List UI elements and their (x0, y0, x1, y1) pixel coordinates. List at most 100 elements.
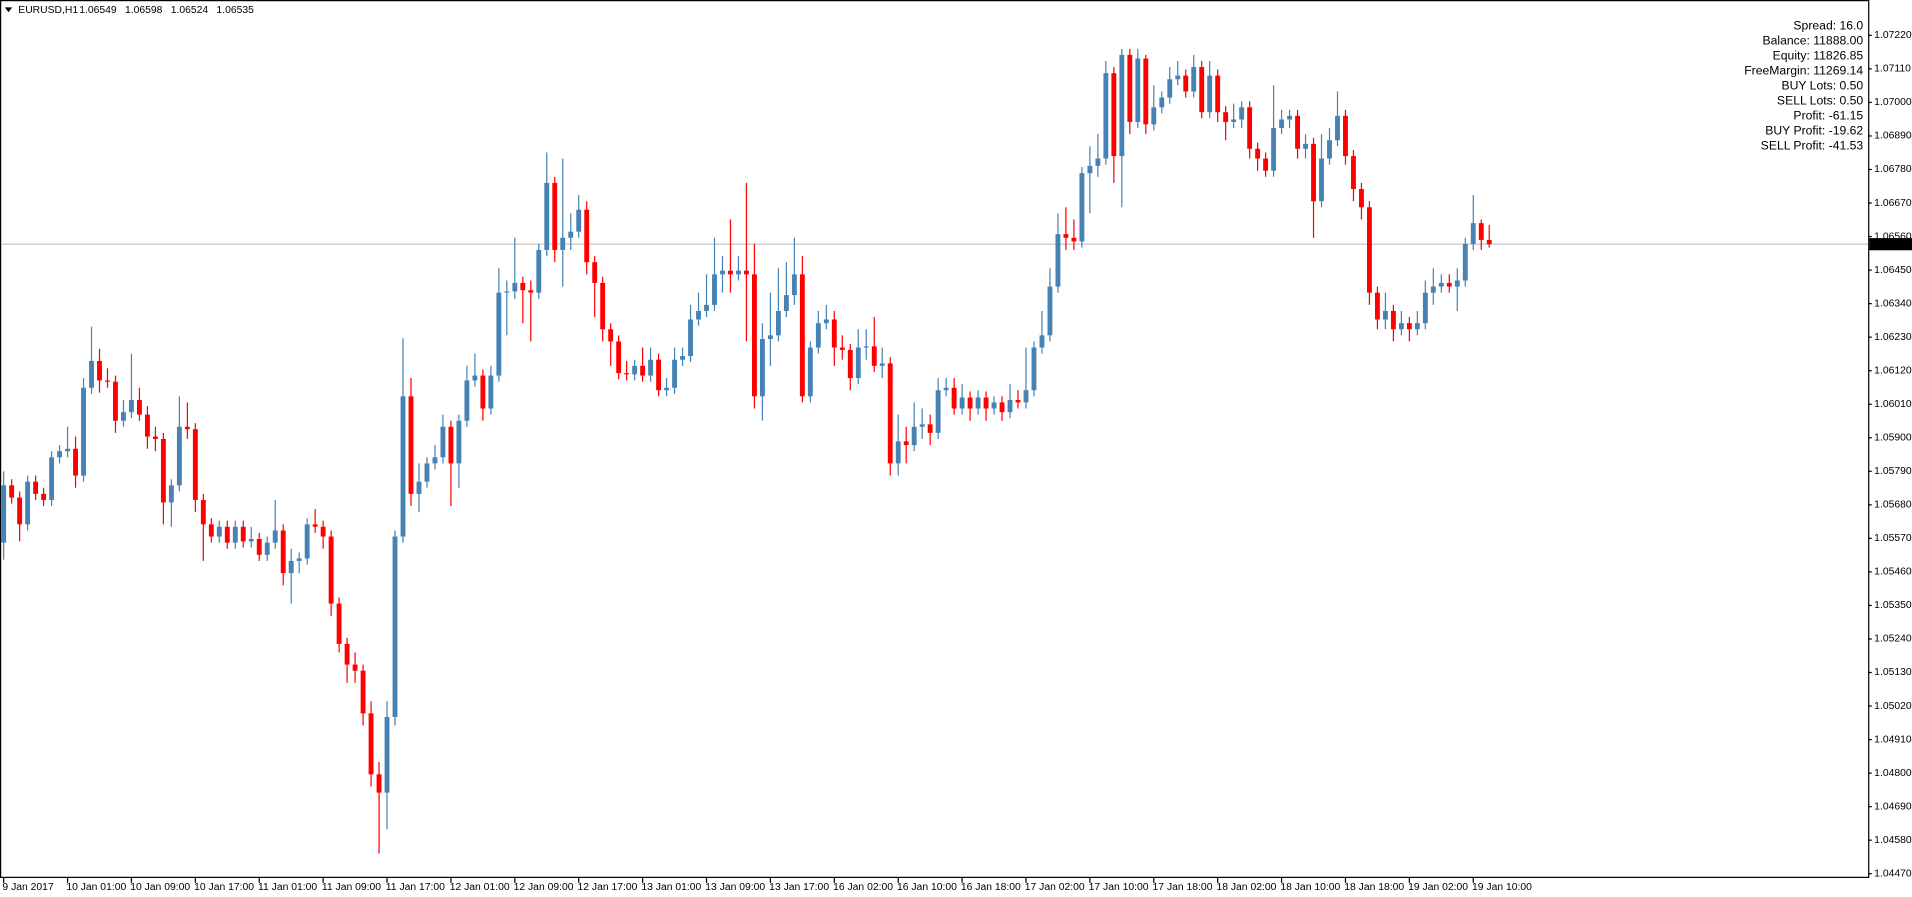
y-tick-label: 1.06230 (1874, 332, 1912, 343)
candle-body (680, 356, 685, 360)
candle-body (823, 319, 829, 324)
candle-body (208, 524, 214, 537)
candle-body (1422, 292, 1428, 324)
x-tick-label: 13 Jan 01:00 (641, 882, 701, 893)
x-tick-label: 12 Jan 09:00 (514, 882, 574, 893)
x-tick-label: 12 Jan 01:00 (450, 882, 510, 893)
y-tick-label: 1.05790 (1874, 466, 1912, 477)
x-tick-label: 10 Jan 17:00 (194, 882, 254, 893)
candle-body (1, 485, 7, 543)
candle-body (791, 274, 797, 296)
y-tick-label: 1.05680 (1874, 500, 1912, 511)
info-line: Balance: 11888.00 (1762, 33, 1863, 47)
candle-body (552, 182, 558, 250)
x-tick-label: 9 Jan 2017 (2, 882, 54, 893)
candle-body (1255, 148, 1261, 159)
candle-body (759, 338, 765, 397)
candle-body (440, 426, 446, 458)
candle-body (488, 375, 494, 409)
candle-body (967, 397, 973, 409)
candle-body (528, 290, 534, 293)
candle-body (544, 182, 550, 250)
candle-body (312, 524, 318, 527)
candle-body (592, 262, 598, 283)
x-tick-label: 12 Jan 17:00 (578, 882, 638, 893)
y-tick-label: 1.04580 (1874, 835, 1912, 846)
y-tick-label: 1.06890 (1874, 131, 1912, 142)
x-tick-label: 11 Jan 09:00 (322, 882, 381, 893)
candle-body (624, 373, 630, 375)
candle-body (376, 774, 382, 793)
candle-body (871, 346, 877, 366)
candle-body (184, 426, 190, 430)
candle-body (121, 412, 126, 421)
candle-body (568, 231, 574, 238)
candle-body (1063, 234, 1069, 238)
candle-body (57, 451, 63, 458)
candle-body (1438, 282, 1444, 287)
candle-body (1374, 292, 1380, 320)
candle-body (1239, 107, 1245, 120)
y-tick-label: 1.06560 (1874, 231, 1912, 242)
candle-body (144, 414, 150, 437)
symbol-label: EURUSD,H1 (18, 5, 78, 16)
candle-body (536, 249, 542, 293)
candle-body (1406, 323, 1412, 330)
candle-body (911, 426, 917, 446)
candle-body (200, 499, 206, 525)
candle-body (1335, 115, 1340, 141)
candle-body (408, 396, 414, 494)
candle-body (1071, 237, 1077, 242)
y-tick-label: 1.05900 (1874, 433, 1912, 444)
candle-body (89, 360, 94, 388)
candle-body (807, 347, 813, 397)
candle-body (272, 530, 278, 543)
candle-body (1135, 58, 1141, 122)
candle-body (887, 363, 893, 464)
candle-body (1231, 119, 1237, 122)
candle-body (863, 346, 869, 348)
candle-body (1486, 239, 1492, 245)
candle-body (1183, 75, 1189, 92)
current-price-label: 1.06535 (1872, 239, 1910, 250)
candle-body (256, 538, 262, 555)
candle-body (1143, 58, 1149, 125)
y-tick-label: 1.07000 (1874, 97, 1912, 108)
header-ohlc: 1.06549 (79, 5, 117, 16)
header-ohlc: 1.06598 (125, 5, 163, 16)
candle-body (903, 441, 909, 446)
candle-body (696, 310, 701, 320)
candle-body (384, 717, 390, 793)
candle-body (136, 399, 142, 415)
candle-body (1119, 54, 1125, 157)
y-tick-label: 1.04910 (1874, 734, 1912, 745)
current-price-box (1869, 238, 1912, 251)
candle-body (480, 375, 486, 409)
candle-body (664, 387, 670, 391)
y-tick-label: 1.06670 (1874, 198, 1912, 209)
candle-body (720, 270, 725, 275)
candle-body (991, 402, 997, 409)
y-tick-label: 1.06010 (1874, 399, 1912, 410)
candle-body (328, 536, 334, 604)
candle-body (105, 380, 110, 382)
candle-body (1430, 286, 1436, 293)
candle-body (895, 441, 901, 464)
x-tick-label: 10 Jan 09:00 (130, 882, 190, 893)
candle-body (1159, 97, 1165, 108)
x-tick-label: 13 Jan 17:00 (769, 882, 829, 893)
y-tick-label: 1.05240 (1874, 634, 1912, 645)
candle-body (400, 396, 406, 537)
candle-body (847, 349, 853, 379)
candle-body (1047, 286, 1053, 336)
candle-body (1478, 223, 1484, 240)
candle-body (799, 274, 805, 397)
info-line: BUY Lots: 0.50 (1781, 78, 1863, 92)
candle-body (975, 397, 981, 409)
candle-body (41, 493, 47, 500)
candle-body (983, 397, 989, 409)
y-tick-label: 1.05020 (1874, 701, 1912, 712)
candle-body (520, 282, 526, 291)
candle-body (1398, 323, 1404, 330)
